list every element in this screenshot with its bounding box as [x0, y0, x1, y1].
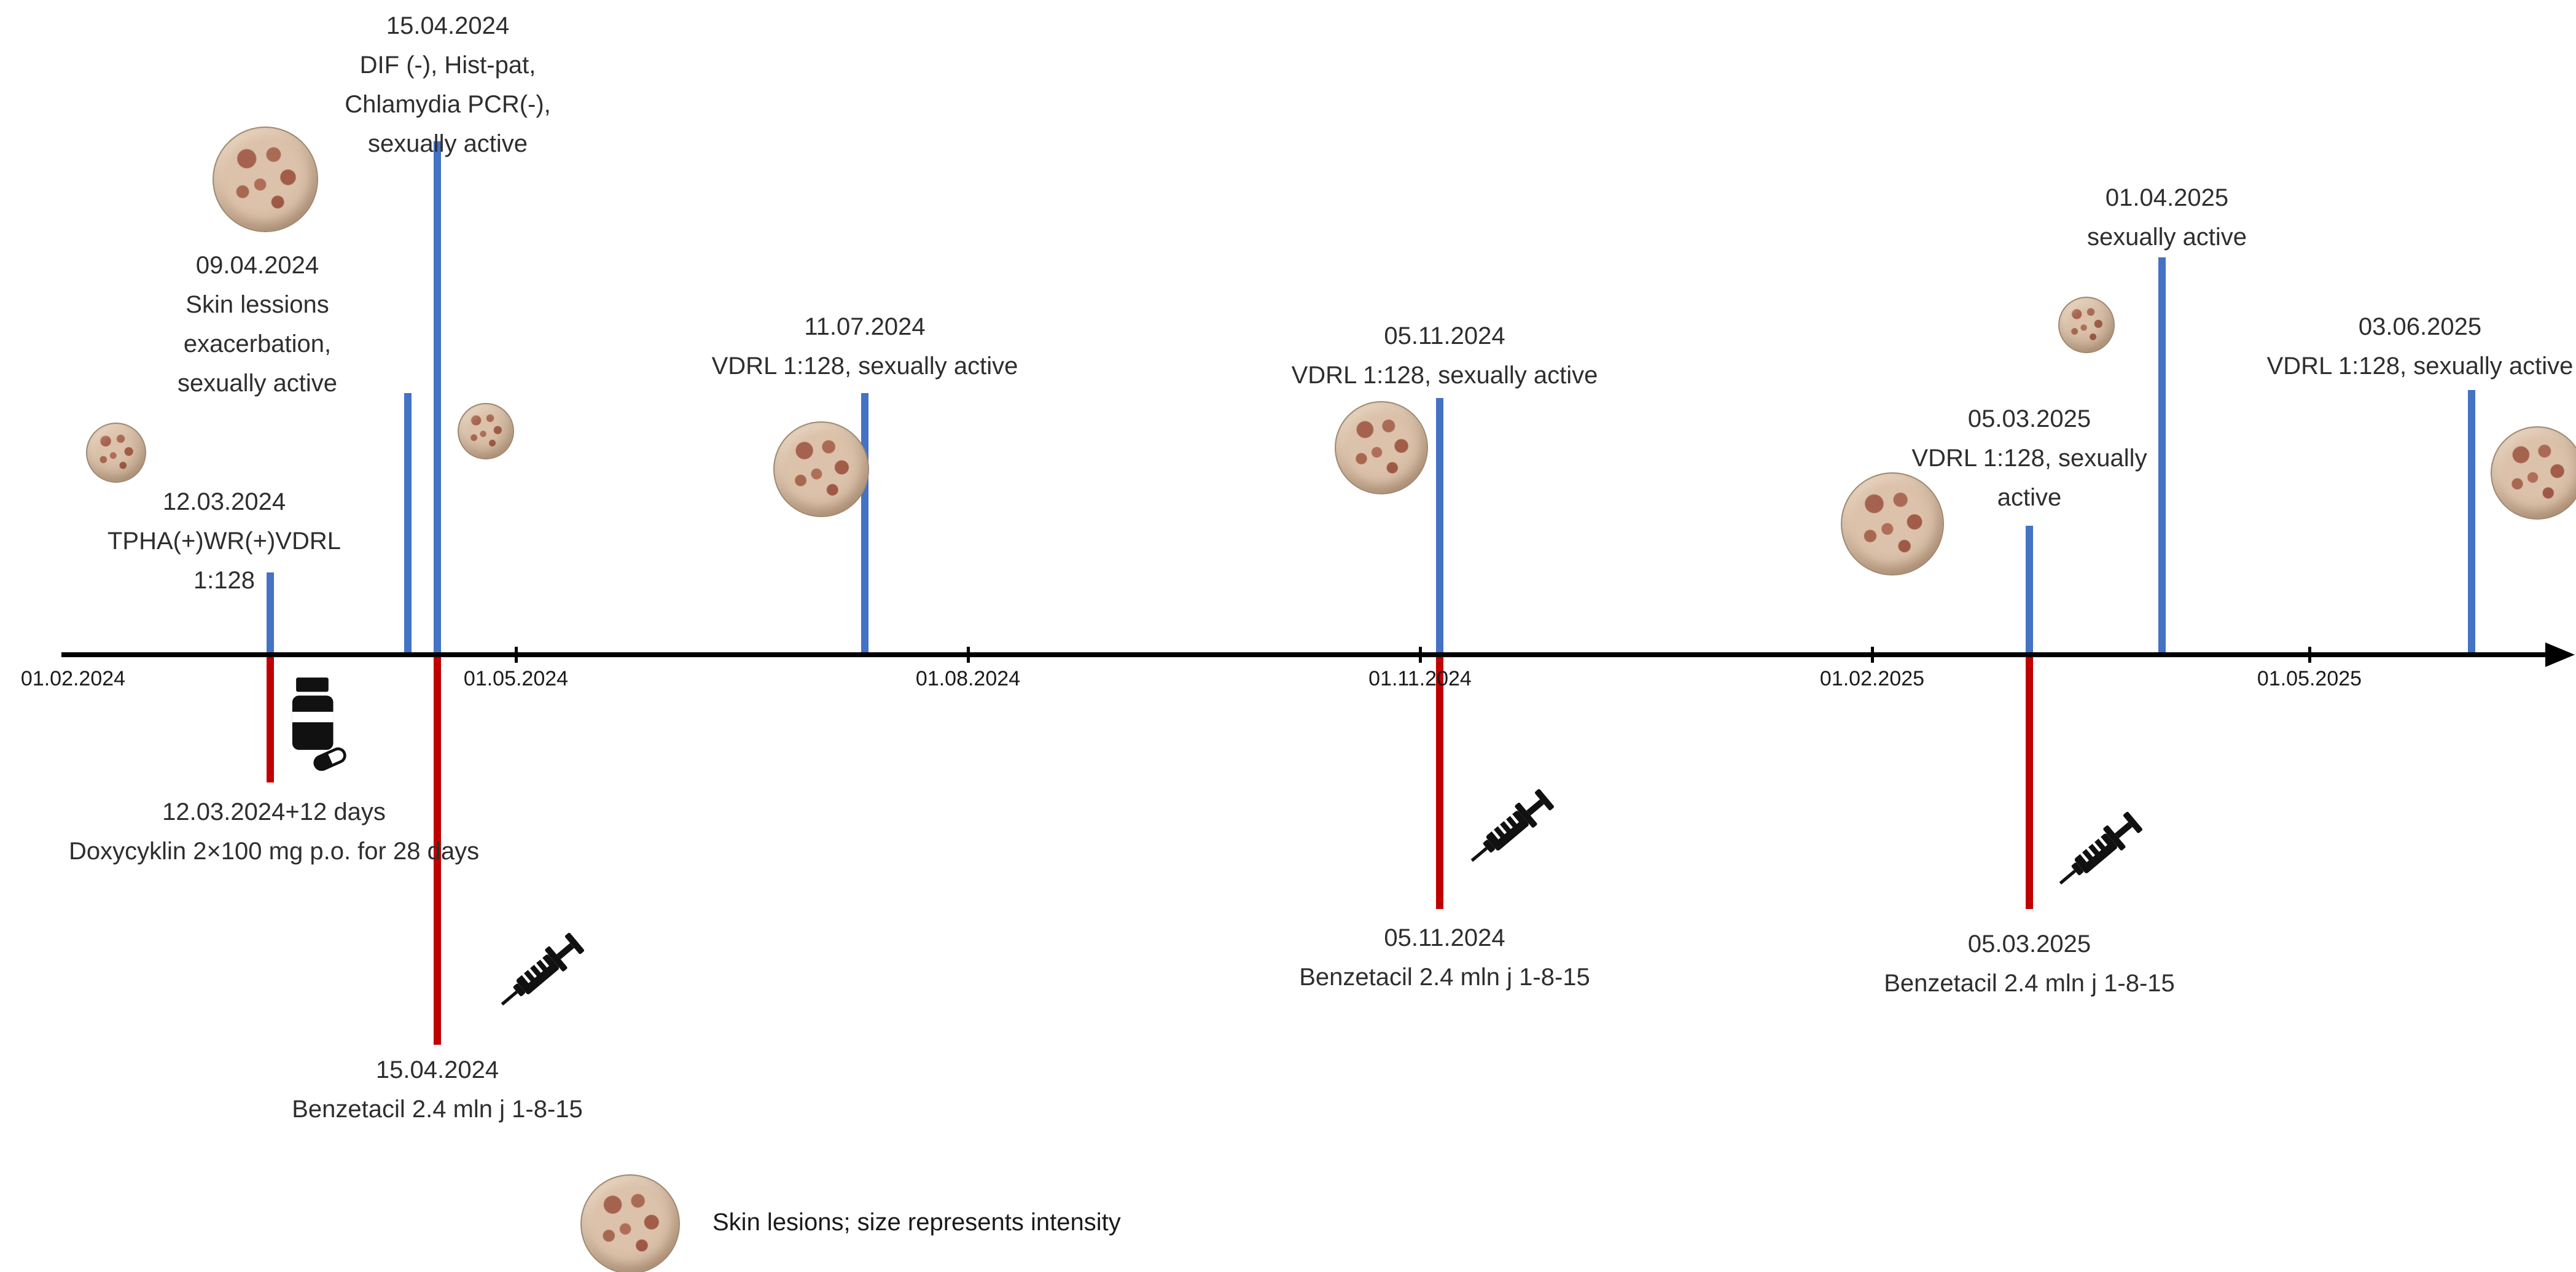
event-label-11-07-2024: 11.07.2024 VDRL 1:128, sexually active — [650, 307, 1080, 386]
event-label-12-03-2024: 12.03.2024 TPHA(+)WR(+)VDRL 1:128 — [52, 482, 396, 600]
treatment-text-line: Doxycyklin 2×100 mg p.o. for 28 days — [68, 838, 480, 865]
skin-lesion-image — [2491, 426, 2576, 520]
treatment-label-05-11-2024: 05.11.2024 Benzetacil 2.4 mln j 1-8-15 — [1199, 918, 1690, 997]
treatment-text-line: Benzetacil 2.4 mln j 1-8-15 — [1299, 964, 1590, 991]
skin-lesion-image — [86, 423, 146, 483]
event-date: 05.03.2025 — [1967, 405, 2091, 432]
event-label-05-03-2025: 05.03.2025 VDRL 1:128, sexually active — [1839, 399, 2220, 517]
event-text-line: Chlamydia PCR(-), — [345, 91, 551, 118]
event-text-line: Skin lessions — [185, 291, 329, 318]
treatment-line-12-03-2024 — [267, 655, 274, 782]
event-date: 03.06.2025 — [2358, 313, 2482, 340]
skin-lesion-image — [1335, 401, 1428, 494]
syringe-icon — [491, 924, 596, 1021]
axis-tick-label: 01.08.2024 — [915, 667, 1021, 690]
treatment-label-15-04-2024: 15.04.2024 Benzetacil 2.4 mln j 1-8-15 — [192, 1050, 683, 1129]
treatment-date: 15.04.2024 — [375, 1056, 499, 1083]
treatment-line-05-03-2025 — [2026, 655, 2033, 909]
event-line-09-04-2024 — [404, 393, 412, 655]
timeline-axis-arrow — [2545, 642, 2575, 667]
event-text-line: 1:128 — [193, 567, 256, 594]
event-text-line: TPHA(+)WR(+)VDRL — [107, 528, 342, 555]
treatment-text-line: Benzetacil 2.4 mln j 1-8-15 — [1884, 970, 2175, 997]
event-line-01-04-2025 — [2158, 257, 2166, 655]
event-text-line: DIF (-), Hist-pat, — [359, 52, 536, 79]
event-text-line: sexually active — [367, 130, 528, 157]
skin-lesion-image — [773, 421, 869, 517]
legend-label: Skin lesions; size represents intensity — [712, 1209, 1121, 1236]
event-date: 11.07.2024 — [804, 313, 926, 340]
skin-lesion-image — [1841, 472, 1944, 576]
event-line-03-06-2025 — [2468, 390, 2475, 655]
treatment-label-12-03-2024: 12.03.2024+12 days Doxycyklin 2×100 mg p… — [0, 792, 548, 871]
legend-lesion-image — [580, 1174, 680, 1272]
axis-tick-label: 01.02.2025 — [1819, 667, 1925, 690]
event-date: 15.04.2024 — [386, 12, 510, 39]
event-line-11-07-2024 — [861, 393, 868, 655]
axis-tick — [1871, 647, 1874, 663]
event-text-line: exacerbation, — [183, 330, 332, 357]
treatment-date: 05.11.2024 — [1384, 924, 1505, 951]
event-text-line: sexually active — [2086, 224, 2247, 251]
axis-tick-label: 01.11.2024 — [1368, 667, 1472, 690]
skin-lesion-image — [213, 127, 318, 232]
treatment-date: 12.03.2024+12 days — [162, 798, 386, 825]
event-label-09-04-2024: 09.04.2024 Skin lessions exacerbation, s… — [85, 246, 429, 403]
event-date: 09.04.2024 — [195, 252, 319, 279]
event-date: 05.11.2024 — [1384, 322, 1505, 349]
event-label-03-06-2025: 03.06.2025 VDRL 1:128, sexually active — [2205, 307, 2576, 386]
event-text-line: VDRL 1:128, sexually active — [2266, 353, 2574, 380]
treatment-label-05-03-2025: 05.03.2025 Benzetacil 2.4 mln j 1-8-15 — [1784, 924, 2275, 1003]
event-line-05-11-2024 — [1436, 398, 1443, 655]
axis-tick — [1419, 647, 1422, 663]
axis-tick — [515, 647, 518, 663]
event-date: 01.04.2025 — [2105, 184, 2229, 211]
skin-lesion-image — [458, 403, 514, 459]
event-line-12-03-2024 — [267, 572, 274, 655]
event-text-line: sexually active — [177, 370, 338, 397]
axis-tick-label: 01.05.2025 — [2257, 667, 2362, 690]
axis-tick — [2308, 647, 2311, 663]
treatment-date: 05.03.2025 — [1967, 931, 2091, 958]
event-label-15-04-2024: 15.04.2024 DIF (-), Hist-pat, Chlamydia … — [251, 6, 644, 163]
axis-tick — [967, 647, 970, 663]
event-text-line: VDRL 1:128, sexually — [1911, 445, 2147, 472]
syringe-icon — [2049, 803, 2154, 900]
treatment-text-line: Benzetacil 2.4 mln j 1-8-15 — [292, 1096, 583, 1123]
event-line-05-03-2025 — [2026, 526, 2033, 655]
event-line-15-04-2024 — [434, 141, 441, 655]
axis-tick-label: 01.02.2024 — [20, 667, 126, 690]
skin-lesion-image — [2058, 297, 2115, 353]
event-label-01-04-2025: 01.04.2025 sexually active — [2013, 178, 2320, 257]
timeline-axis — [61, 652, 2549, 657]
event-label-05-11-2024: 05.11.2024 VDRL 1:128, sexually active — [1230, 316, 1660, 395]
event-date: 12.03.2024 — [162, 488, 286, 515]
axis-tick-label: 01.05.2024 — [463, 667, 569, 690]
pill-bottle-icon — [279, 676, 347, 774]
event-text-line: VDRL 1:128, sexually active — [711, 353, 1018, 380]
treatment-line-15-04-2024 — [434, 655, 441, 1045]
event-text-line: active — [1997, 484, 2062, 511]
event-text-line: VDRL 1:128, sexually active — [1291, 362, 1598, 389]
syringe-icon — [1461, 780, 1566, 877]
treatment-line-05-11-2024 — [1436, 655, 1443, 909]
